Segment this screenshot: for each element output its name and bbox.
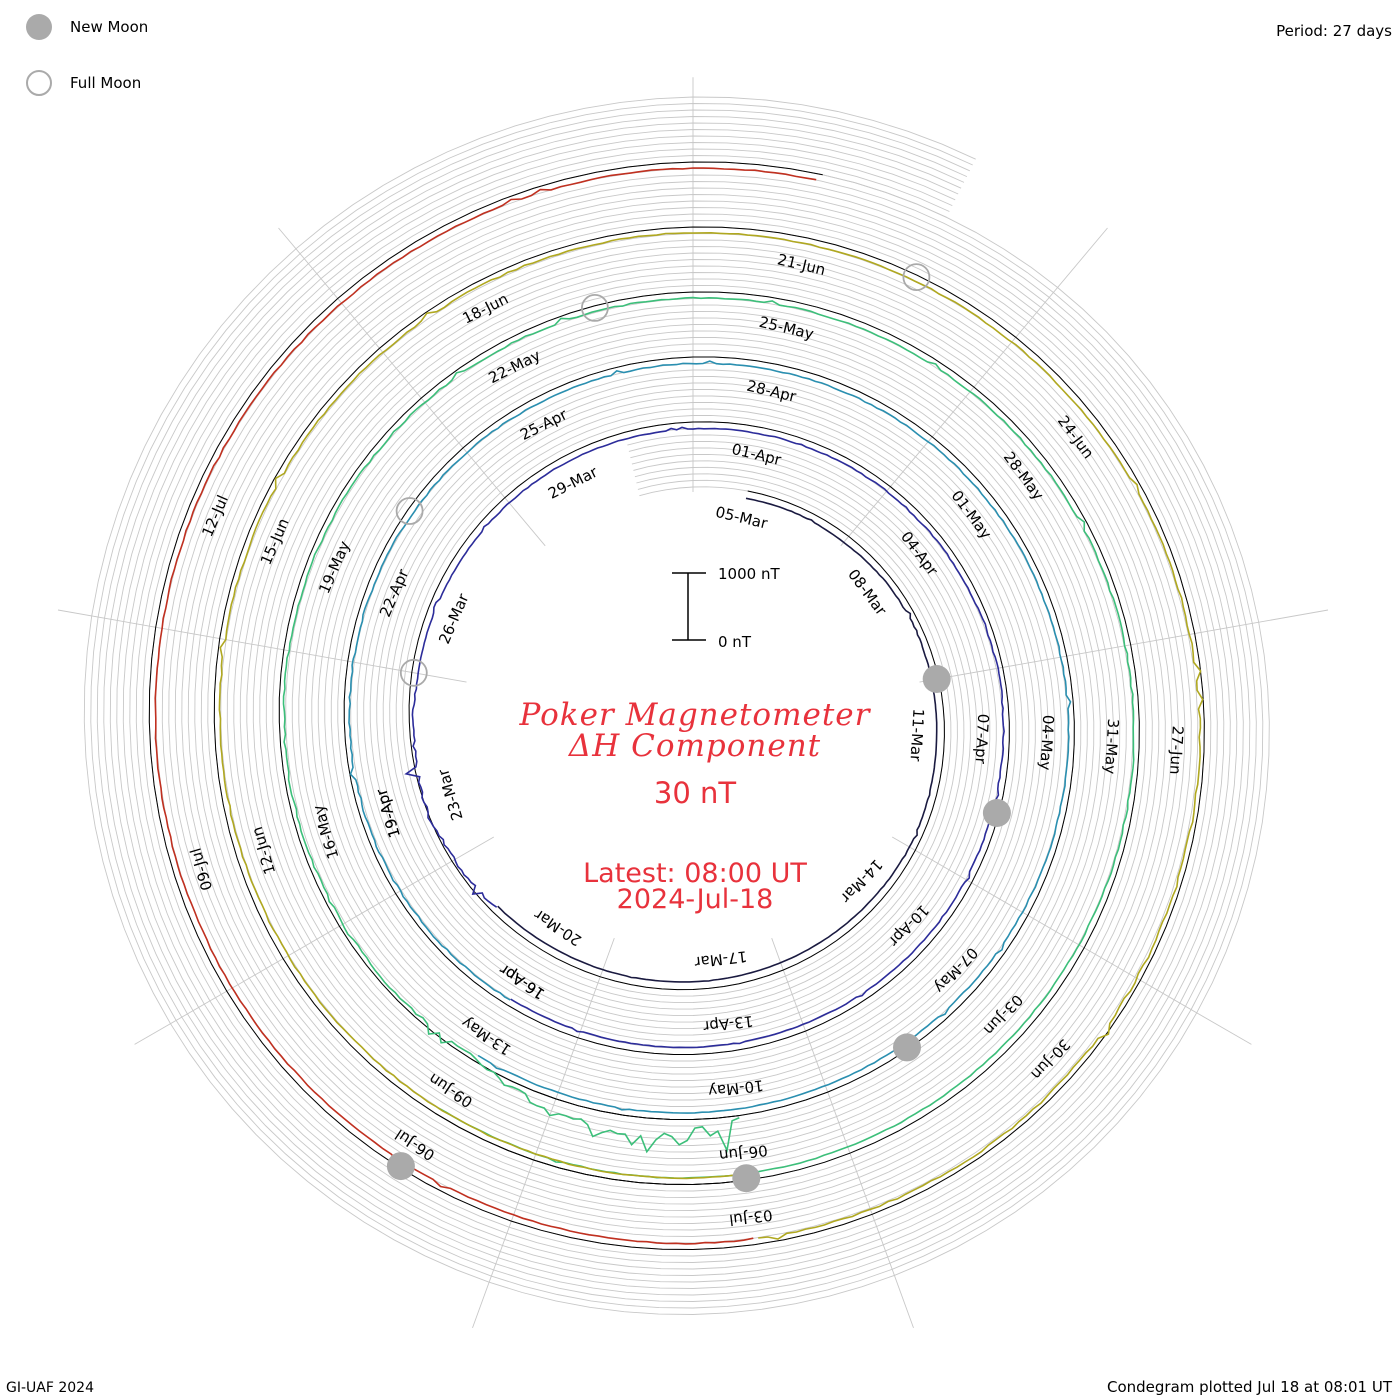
grid-spoke [771, 937, 914, 1329]
date-label: 19-Apr [372, 786, 404, 840]
data-trace [154, 167, 817, 1245]
scale-bar: 1000 nT 0 nT [672, 565, 780, 651]
data-trace [282, 296, 1135, 1180]
grid-spoke [472, 937, 615, 1329]
full-moon-marker [581, 293, 609, 322]
scale-value: 30 nT [653, 776, 737, 810]
date-label: 16-May [309, 803, 342, 861]
date-label: 04-Apr [897, 528, 942, 580]
grid-layer [57, 77, 1329, 1329]
date-label: 09-Jul [186, 846, 216, 893]
chart-subtitle: ΔH Component [568, 728, 822, 764]
footer-credit: GI-UAF 2024 [6, 1380, 94, 1396]
scale-bar-top-label: 1000 nT [718, 565, 780, 583]
baseline-spiral [343, 356, 1075, 1121]
latest-time: Latest: 08:00 UT [583, 858, 807, 889]
full-moon-icon [26, 70, 52, 96]
baseline-spiral [491, 490, 945, 991]
date-label: 06-Jun [718, 1141, 769, 1165]
date-label: 31-May [1101, 718, 1122, 775]
full-moon-marker [399, 658, 428, 687]
date-label: 12-Jul [198, 492, 232, 539]
legend-new-moon: New Moon [26, 14, 148, 40]
data-trace [218, 231, 1204, 1240]
legend-new-moon-label: New Moon [70, 18, 149, 36]
new-moon-marker [893, 1033, 921, 1062]
latest-date: 2024-Jul-18 [616, 884, 774, 915]
baseline-spiral [148, 161, 823, 1251]
baseline-spiral [213, 226, 1205, 1246]
grid-spoke [57, 609, 467, 683]
moon-layer [386, 263, 1011, 1193]
new-moon-marker [922, 665, 951, 693]
date-label: 11-Mar [906, 708, 927, 763]
date-label: 17-Mar [693, 947, 748, 971]
date-label: 03-Jul [728, 1206, 773, 1229]
grid-spoke [278, 227, 546, 547]
legend-full-moon-label: Full Moon [70, 74, 142, 92]
baseline-spiral [278, 291, 1140, 1186]
data-trace [497, 497, 938, 983]
date-label: 13-Apr [701, 1012, 754, 1036]
date-label: 10-May [707, 1076, 764, 1100]
period-label: Period: 27 days [1276, 22, 1392, 40]
new-moon-marker [732, 1164, 761, 1193]
date-label: 12-Jun [248, 825, 279, 877]
date-label: 22-May [486, 346, 544, 387]
date-label: 08-Mar [844, 566, 890, 620]
date-label: 04-May [1036, 714, 1057, 771]
footer-plot-time: Condegram plotted Jul 18 at 08:01 UT [1106, 1378, 1392, 1396]
grid-spoke [891, 836, 1252, 1045]
scale-bar-bottom-label: 0 nT [718, 633, 752, 651]
data-trace [348, 360, 1072, 1114]
data-trace [404, 426, 1005, 1049]
full-moon-marker [902, 263, 931, 292]
baseline-spiral [408, 421, 1010, 1055]
date-label: 25-May [757, 313, 815, 343]
new-moon-marker [386, 1152, 415, 1181]
full-moon-marker [395, 497, 424, 525]
new-moon-marker [982, 799, 1011, 827]
date-label: 27-Jun [1166, 725, 1187, 775]
legend-full-moon: Full Moon [26, 70, 141, 96]
trace-layer [154, 167, 1204, 1245]
chart-title: Poker Magnetometer [519, 697, 871, 733]
grid-spoke [919, 609, 1329, 683]
date-label: 07-Apr [971, 713, 992, 765]
grid-spoke [134, 836, 495, 1045]
date-label: 05-Mar [714, 503, 770, 533]
new-moon-icon [26, 14, 52, 40]
